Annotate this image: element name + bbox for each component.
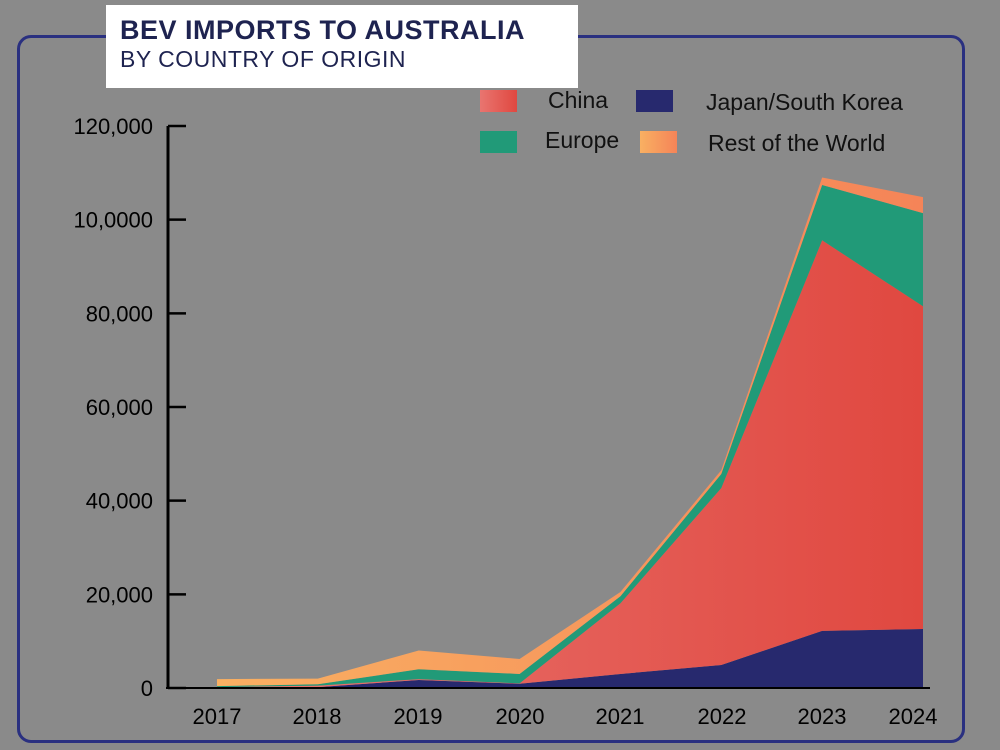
y-tick-label: 20,000: [86, 582, 153, 607]
legend-label: China: [548, 87, 608, 113]
legend-swatch: [640, 131, 677, 153]
area-china: [217, 240, 923, 688]
area-japan-south-korea: [217, 628, 923, 688]
x-tick-label: 2021: [596, 704, 645, 729]
x-tick-label: 2018: [293, 704, 342, 729]
chart-subtitle: BY COUNTRY OF ORIGIN: [120, 46, 407, 72]
legend-label: Japan/South Korea: [706, 89, 903, 115]
y-tick-label: 80,000: [86, 301, 153, 326]
x-tick-label: 2017: [193, 704, 242, 729]
legend-swatch: [480, 90, 517, 112]
x-tick-label: 2019: [394, 704, 443, 729]
y-tick-label: 40,000: [86, 489, 153, 514]
legend-label: Europe: [545, 127, 619, 153]
legend-swatch: [480, 131, 517, 153]
y-tick-label: 10,0000: [73, 208, 153, 233]
y-tick-label: 60,000: [86, 395, 153, 420]
x-tick-label: 2020: [496, 704, 545, 729]
y-tick-label: 0: [141, 676, 153, 701]
y-tick-label: 120,000: [73, 114, 153, 139]
areas-layer: [217, 177, 923, 688]
legend-label: Rest of the World: [708, 130, 885, 156]
chart-title: BEV IMPORTS TO AUSTRALIA: [120, 15, 526, 45]
x-tick-label: 2024: [889, 704, 938, 729]
area-europe: [217, 185, 923, 688]
x-tick-label: 2022: [698, 704, 747, 729]
title-box: BEV IMPORTS TO AUSTRALIA BY COUNTRY OF O…: [106, 5, 578, 88]
x-tick-label: 2023: [798, 704, 847, 729]
legend-swatch: [636, 90, 673, 112]
